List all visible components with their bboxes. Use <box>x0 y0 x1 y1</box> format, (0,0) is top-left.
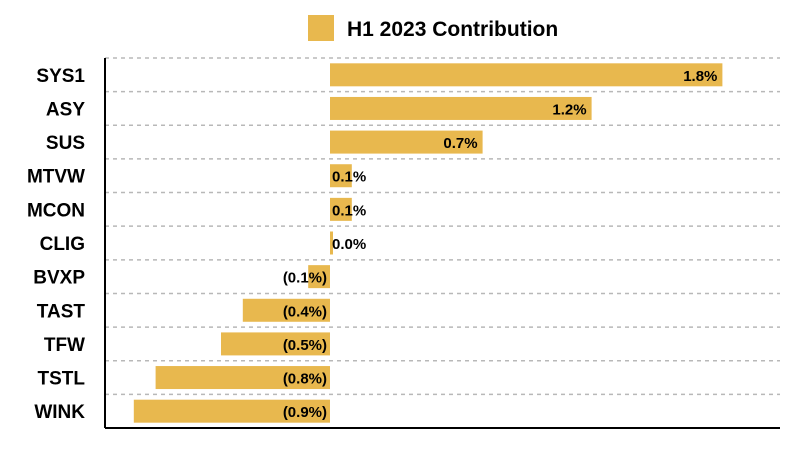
category-tick-label: TSTL <box>38 369 86 390</box>
legend-swatch <box>308 15 334 41</box>
gridlines <box>105 57 780 396</box>
bar-sys1 <box>330 63 723 87</box>
data-label: (0.9%) <box>283 404 327 421</box>
category-tick-label: SUS <box>46 133 85 154</box>
bars <box>133 63 723 423</box>
category-tick-label: MCON <box>27 200 85 221</box>
category-tick-label: TAST <box>37 301 86 322</box>
data-label: 0.1% <box>332 202 366 219</box>
data-label: 1.2% <box>552 101 586 118</box>
bar-sus <box>330 130 483 154</box>
data-label: (0.5%) <box>283 337 327 354</box>
data-label: 0.7% <box>443 135 477 152</box>
data-label: 0.0% <box>332 236 366 253</box>
bar-tast <box>242 298 330 322</box>
data-label: (0.4%) <box>283 303 327 320</box>
category-tick-label: TFW <box>44 335 85 356</box>
category-tick-label: MTVW <box>27 167 85 188</box>
legend: H1 2023 Contribution <box>308 15 558 41</box>
bar-tfw <box>221 332 330 356</box>
category-tick-label: WINK <box>34 402 85 423</box>
bar-mcon <box>330 197 352 221</box>
bar-clig <box>330 231 333 255</box>
data-label: 1.8% <box>683 68 717 85</box>
bar-bvxp <box>308 265 330 289</box>
legend-label: H1 2023 Contribution <box>347 18 558 41</box>
category-ticks: SYS1 ASY SUS MTVW MCON CLIG BVXP TAST TFW TSTL WIN… <box>27 66 85 423</box>
bar-tstl <box>155 366 330 390</box>
bar-asy <box>330 96 592 120</box>
category-tick-label: CLIG <box>40 234 85 255</box>
data-label: (0.1%) <box>283 270 327 287</box>
data-label: 0.1% <box>332 169 366 186</box>
bar-mtvw <box>330 164 352 188</box>
data-label: (0.8%) <box>283 371 327 388</box>
category-tick-label: SYS1 <box>36 66 85 87</box>
axes <box>104 58 780 429</box>
bar-wink <box>133 399 330 423</box>
category-tick-label: ASY <box>46 99 85 120</box>
category-tick-label: BVXP <box>33 268 85 289</box>
data-labels: 1.8% 1.2% 0.7% 0.1% 0.1% 0.0% (0.1%) (0.4%) (0.5… <box>283 68 718 421</box>
